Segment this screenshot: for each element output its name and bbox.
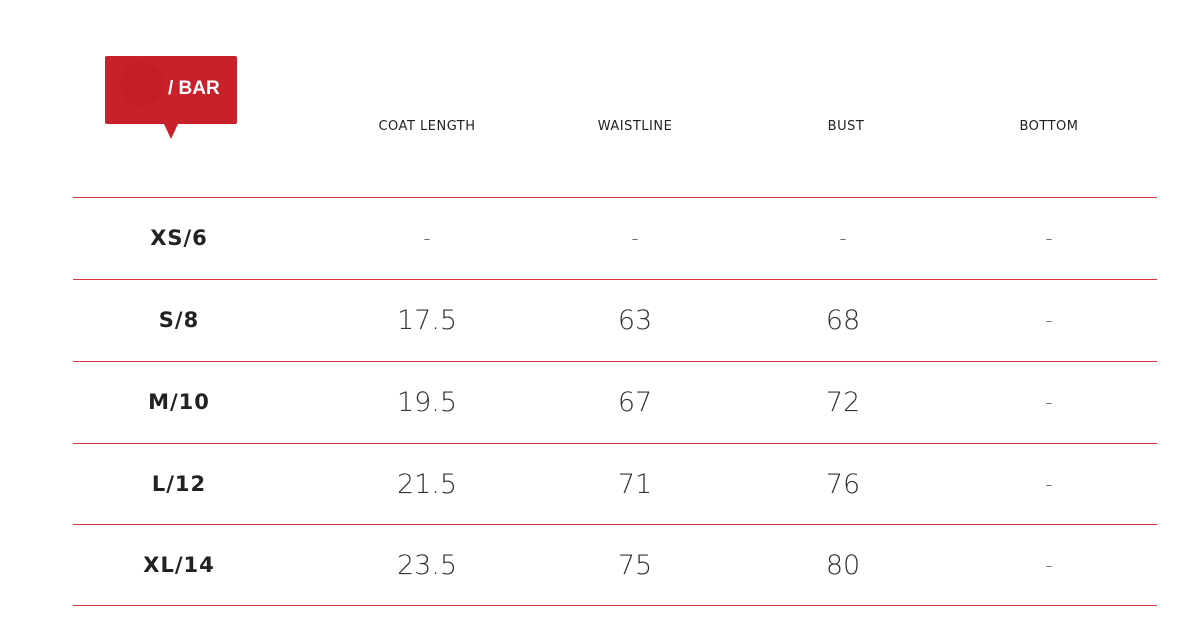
measurement-cell: 23.5	[396, 550, 458, 581]
measurement-cell: -	[631, 226, 639, 250]
measurement-cell: 71	[617, 469, 653, 500]
measurement-cell: 75	[617, 550, 653, 581]
measurement-cell: 21.5	[396, 469, 458, 500]
header-bust: BUST	[827, 119, 865, 134]
row-divider	[73, 443, 1157, 444]
measurement-cell: 72	[825, 387, 861, 418]
header-bottom: BOTTOM	[1019, 119, 1079, 134]
table-row: S/8 17.5 63 68 -	[0, 280, 1200, 361]
table-row: XL/14 23.5 75 80 -	[0, 525, 1200, 606]
size-label: L/12	[151, 472, 207, 496]
header-coat-length: COAT LENGTH	[378, 119, 476, 134]
row-divider	[73, 524, 1157, 525]
measurement-cell: -	[1045, 553, 1053, 577]
measurement-cell: 68	[825, 305, 861, 336]
size-label: M/10	[148, 390, 210, 414]
measurement-cell: -	[1045, 390, 1053, 414]
table-row: L/12 21.5 71 76 -	[0, 444, 1200, 525]
measurement-cell: 17.5	[396, 305, 458, 336]
measurement-cell: -	[1045, 308, 1053, 332]
measurement-cell: -	[1045, 472, 1053, 496]
measurement-cell: -	[1045, 226, 1053, 250]
measurement-cell: 19.5	[396, 387, 458, 418]
badge-circle-icon	[120, 62, 164, 106]
table-row: XS/6 - - - -	[0, 198, 1200, 279]
measurement-cell: 80	[825, 550, 861, 581]
size-label: XS/6	[150, 226, 208, 250]
measurement-cell: -	[839, 226, 847, 250]
measurement-cell: 76	[825, 469, 861, 500]
size-label: S/8	[158, 308, 200, 332]
header-waistline: WAISTLINE	[597, 119, 673, 134]
measurement-cell: 63	[617, 305, 653, 336]
row-divider	[73, 361, 1157, 362]
table-row: M/10 19.5 67 72 -	[0, 362, 1200, 443]
row-divider	[73, 279, 1157, 280]
measurement-cell: 67	[617, 387, 653, 418]
size-label: XL/14	[143, 553, 215, 577]
row-divider	[73, 197, 1157, 198]
row-divider	[73, 605, 1157, 606]
measurement-cell: -	[423, 226, 431, 250]
size-unit-badge: / BAR	[105, 56, 237, 139]
badge-label: / BAR	[168, 78, 220, 99]
